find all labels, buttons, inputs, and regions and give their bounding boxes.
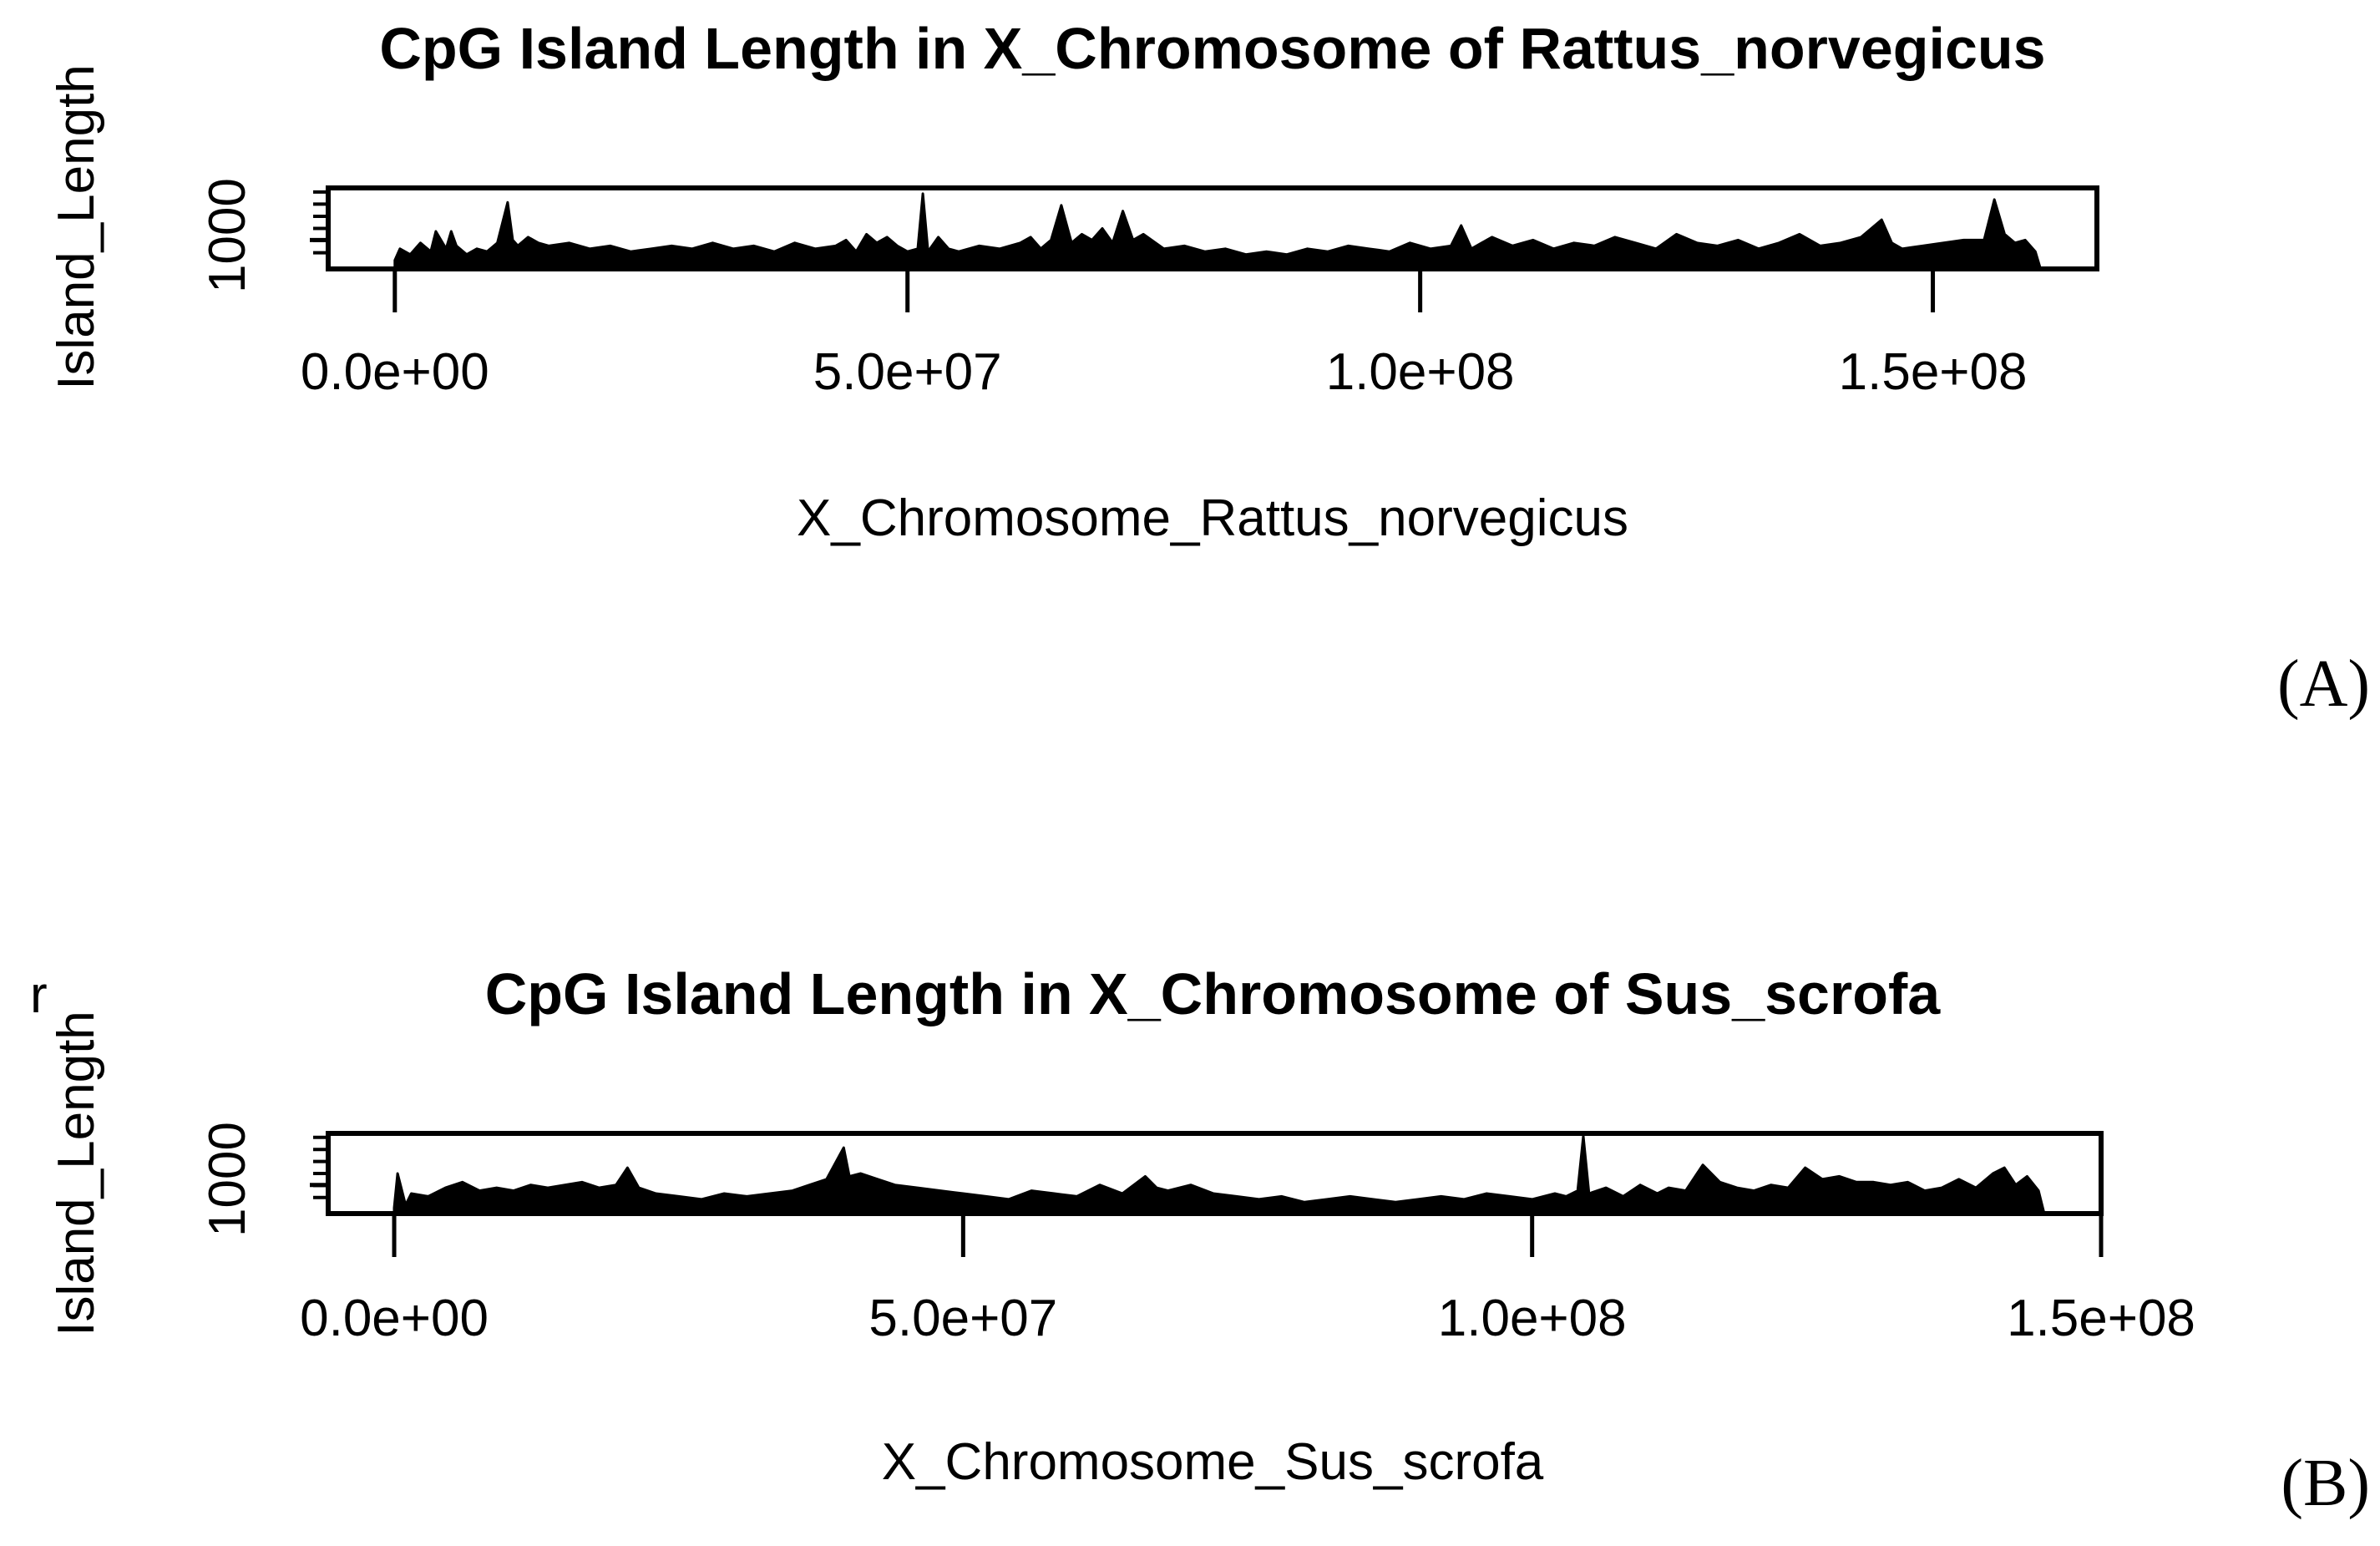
x-tick-label: 1.0e+08: [1438, 1290, 1627, 1347]
chart-title: CpG Island Length in X_Chromosome of Sus…: [485, 961, 1942, 1026]
y-axis-label: Island_Length: [48, 1011, 105, 1336]
y-axis-label: Island_Length: [48, 64, 105, 390]
x-axis-label: X_Chromosome_Rattus_norvegicus: [797, 489, 1628, 547]
chart-panel-1: CpG Island Length in X_Chromosome of Rat…: [48, 16, 2370, 721]
panel-label: (A): [2277, 647, 2370, 721]
y-tick-label: 1000: [199, 1122, 256, 1237]
x-tick-label: 5.0e+07: [813, 343, 1002, 401]
chart-title: CpG Island Length in X_Chromosome of Rat…: [379, 16, 2045, 81]
x-tick-label: 0.0e+00: [301, 343, 489, 401]
data-series-area: [393, 192, 2042, 271]
x-tick-label: 5.0e+07: [868, 1290, 1057, 1347]
x-tick-label: 1.5e+08: [1839, 343, 2028, 401]
chart-panel-2: CpG Island Length in X_Chromosome of Sus…: [48, 961, 2370, 1520]
stray-glyph: r: [30, 966, 48, 1024]
data-series-area: [392, 1134, 2046, 1215]
panel-label: (B): [2281, 1447, 2370, 1520]
x-axis-label: X_Chromosome_Sus_scrofa: [882, 1433, 1544, 1491]
y-tick-label: 1000: [199, 178, 256, 293]
x-tick-label: 1.0e+08: [1326, 343, 1515, 401]
x-tick-label: 0.0e+00: [300, 1290, 489, 1347]
x-tick-label: 1.5e+08: [2007, 1290, 2195, 1347]
